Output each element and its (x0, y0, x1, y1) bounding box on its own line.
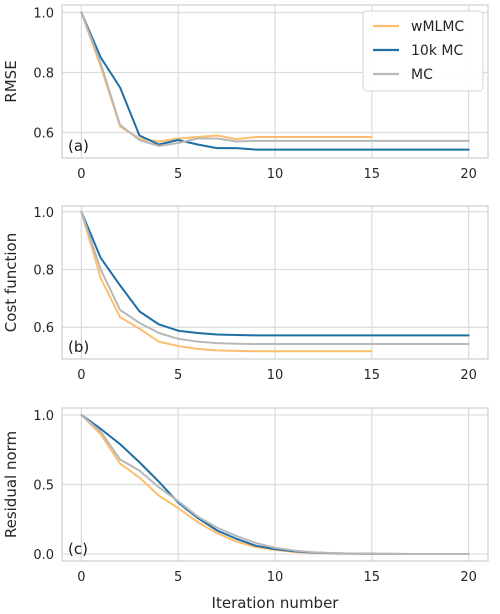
series-line-mc (80, 413, 470, 556)
x-tick-label: 20 (460, 368, 477, 383)
x-tick-label: 15 (364, 167, 381, 182)
legend-label: MC (411, 67, 433, 83)
legend-label: 10k MC (411, 43, 463, 59)
y-tick-label: 0.5 (33, 479, 54, 494)
x-tick-label: 20 (460, 570, 477, 585)
x-tick-label: 0 (77, 368, 85, 383)
plot-frame (61, 407, 489, 562)
plot-frame (61, 4, 489, 159)
x-tick-label: 0 (77, 570, 85, 585)
y-tick-label: 0.6 (33, 127, 54, 142)
y-tick-label: 1.0 (33, 7, 54, 22)
x-tick-label: 10 (267, 167, 284, 182)
y-tick-label: 0.0 (33, 548, 54, 563)
plot-frame (61, 205, 489, 360)
panel-label: (a) (68, 137, 89, 155)
series-line-10k-mc (80, 210, 470, 337)
x-tick-label: 20 (460, 167, 477, 182)
x-tick-label: 5 (174, 570, 182, 585)
y-axis-label: RMSE (2, 60, 20, 102)
x-tick-label: 10 (267, 570, 284, 585)
x-tick-label: 15 (364, 570, 381, 585)
y-tick-label: 0.6 (33, 321, 54, 336)
x-tick-label: 0 (77, 167, 85, 182)
legend-box (362, 10, 484, 92)
series-line-10k-mc (80, 11, 470, 151)
legend-label: wMLMC (411, 19, 464, 35)
legend: wMLMC 10k MC MC (362, 10, 484, 92)
panel-label: (b) (68, 338, 89, 356)
panel-label: (c) (68, 540, 88, 558)
chart-panel-1: 0 5 10 15 20 0.6 0.8 1.0 RMSE (a) wMLMC 10k MC MC (2, 4, 489, 182)
x-tick-label: 5 (174, 368, 182, 383)
y-tick-label: 0.8 (33, 264, 54, 279)
y-axis-label: Cost function (2, 233, 20, 332)
y-tick-label: 1.0 (33, 206, 54, 221)
chart-panel-2: 0 5 10 15 20 0.6 0.8 1.0 Cost function (b) (2, 205, 489, 383)
x-tick-label: 10 (267, 368, 284, 383)
x-axis-label: Iteration number (212, 594, 340, 612)
y-tick-label: 0.8 (33, 67, 54, 82)
series-line-mc (80, 210, 470, 345)
series-line-wmlmc (80, 210, 373, 353)
y-axis-label: Residual norm (2, 431, 20, 538)
y-tick-label: 1.0 (33, 409, 54, 424)
x-tick-label: 15 (364, 368, 381, 383)
chart-panel-3: 0 5 10 15 20 0.0 0.5 1.0 Residual norm Iteration … (2, 407, 489, 612)
series-line-mc (80, 11, 470, 147)
x-tick-label: 5 (174, 167, 182, 182)
